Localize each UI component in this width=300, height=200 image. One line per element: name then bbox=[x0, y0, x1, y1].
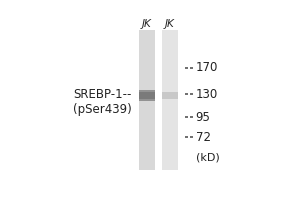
Bar bbox=[162, 92, 178, 99]
Bar bbox=[139, 90, 155, 101]
Bar bbox=[162, 30, 178, 170]
Text: 72: 72 bbox=[196, 131, 211, 144]
Text: 170: 170 bbox=[196, 61, 218, 74]
Text: JK: JK bbox=[165, 19, 175, 29]
Bar bbox=[139, 30, 155, 170]
Bar bbox=[139, 90, 155, 92]
Text: 95: 95 bbox=[196, 111, 211, 124]
Text: JK: JK bbox=[142, 19, 152, 29]
Text: 130: 130 bbox=[196, 88, 218, 101]
Text: (pSer439): (pSer439) bbox=[73, 103, 132, 116]
Text: SREBP-1--: SREBP-1-- bbox=[73, 88, 132, 101]
Text: (kD): (kD) bbox=[196, 153, 219, 163]
Bar bbox=[139, 99, 155, 101]
